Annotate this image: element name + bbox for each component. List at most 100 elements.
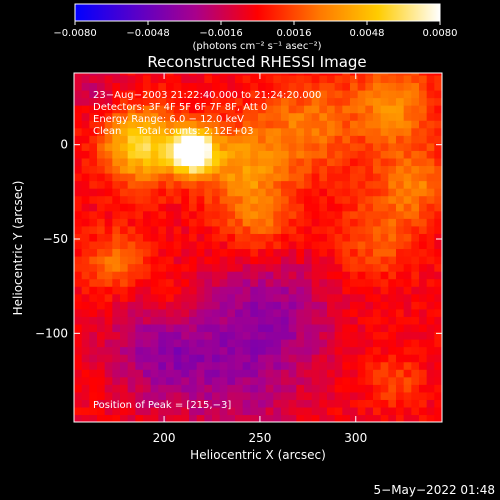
heatmap-cell: [334, 338, 343, 348]
heatmap-cell: [173, 338, 182, 348]
heatmap-cell: [97, 127, 106, 136]
heatmap-cell: [419, 338, 428, 348]
heatmap-cell: [388, 271, 397, 280]
heatmap-cell: [120, 105, 129, 114]
heatmap-cell: [411, 240, 420, 250]
heatmap-cell: [327, 331, 336, 340]
heatmap-cell: [127, 195, 136, 204]
heatmap-cell: [419, 105, 428, 114]
heatmap-cell: [120, 263, 129, 272]
heatmap-cell: [434, 225, 442, 234]
heatmap-cell: [173, 180, 182, 189]
heatmap-cell: [135, 316, 144, 325]
heatmap-cell: [327, 316, 336, 325]
heatmap-cell: [288, 391, 297, 400]
heatmap-cell: [143, 286, 152, 295]
heatmap-cell: [319, 82, 328, 91]
heatmap-cell: [204, 263, 213, 272]
heatmap-cell: [227, 135, 236, 144]
heatmap-cell: [319, 391, 328, 400]
heatmap-cell: [127, 293, 136, 302]
heatmap-cell: [212, 376, 221, 385]
heatmap-cell: [212, 301, 221, 310]
heatmap-cell: [227, 150, 236, 159]
heatmap-cell: [373, 150, 382, 159]
heatmap-cell: [250, 376, 259, 385]
heatmap-cell: [273, 406, 282, 416]
heatmap-cell: [235, 74, 244, 84]
heatmap-cell: [204, 74, 213, 84]
heatmap-cell: [258, 218, 267, 227]
heatmap-cell: [258, 293, 267, 302]
heatmap-cell: [212, 225, 221, 234]
heatmap-cell: [373, 323, 382, 333]
heatmap-cell: [235, 391, 244, 400]
heatmap-cell: [81, 338, 90, 348]
heatmap-cell: [204, 406, 213, 416]
heatmap-cell: [104, 301, 113, 310]
heatmap-cell: [135, 225, 144, 234]
heatmap-cell: [112, 308, 121, 317]
heatmap-cell: [350, 361, 359, 370]
heatmap-cell: [365, 376, 374, 385]
heatmap-cell: [112, 361, 121, 370]
heatmap-cell: [288, 301, 297, 310]
heatmap-cell: [74, 301, 83, 310]
heatmap-cell: [281, 369, 290, 378]
heatmap-cell: [89, 150, 98, 159]
heatmap-cell: [396, 278, 405, 287]
heatmap-cell: [235, 150, 244, 159]
heatmap-cell: [388, 74, 397, 84]
heatmap-cell: [127, 308, 136, 317]
heatmap-cell: [242, 74, 251, 84]
heatmap-cell: [104, 255, 113, 265]
heatmap-cell: [143, 323, 152, 333]
heatmap-cell: [403, 248, 412, 257]
heatmap-cell: [419, 286, 428, 295]
heatmap-cell: [181, 203, 190, 212]
heatmap-cell: [89, 120, 98, 129]
heatmap-cell: [173, 263, 182, 272]
heatmap-cell: [143, 73, 152, 76]
heatmap-cell: [97, 399, 106, 408]
heatmap-cell: [304, 384, 313, 393]
heatmap-cell: [242, 286, 251, 295]
heatmap-cell: [419, 157, 428, 167]
heatmap-cell: [104, 384, 113, 393]
heatmap-cell: [166, 127, 175, 136]
heatmap-cell: [342, 172, 351, 182]
heatmap-cell: [365, 338, 374, 348]
heatmap-cell: [235, 263, 244, 272]
heatmap-cell: [120, 331, 129, 340]
heatmap-cell: [396, 316, 405, 325]
heatmap-cell: [74, 331, 83, 340]
heatmap-cell: [81, 97, 90, 106]
heatmap-cell: [235, 361, 244, 370]
heatmap-cell: [104, 210, 113, 219]
heatmap-cell: [281, 112, 290, 121]
heatmap-cell: [319, 255, 328, 265]
heatmap-cell: [334, 301, 343, 310]
heatmap-cell: [181, 399, 190, 408]
heatmap-cell: [258, 210, 267, 219]
heatmap-cell: [204, 172, 213, 182]
heatmap-cell: [419, 135, 428, 144]
heatmap-cell: [388, 188, 397, 197]
heatmap-cell: [150, 293, 159, 302]
heatmap-cell: [212, 82, 221, 91]
heatmap-cell: [357, 406, 366, 416]
heatmap-cell: [350, 157, 359, 167]
heatmap-cell: [319, 240, 328, 250]
heatmap-cell: [296, 74, 305, 84]
heatmap-cell: [327, 248, 336, 257]
heatmap-cell: [265, 338, 274, 348]
heatmap-cell: [81, 165, 90, 174]
heatmap-cell: [181, 369, 190, 378]
heatmap-cell: [143, 112, 152, 121]
heatmap-cell: [89, 361, 98, 370]
heatmap-cell: [319, 316, 328, 325]
heatmap-cell: [81, 240, 90, 250]
heatmap-cell: [403, 384, 412, 393]
heatmap-cell: [196, 376, 205, 385]
heatmap-cell: [296, 248, 305, 257]
